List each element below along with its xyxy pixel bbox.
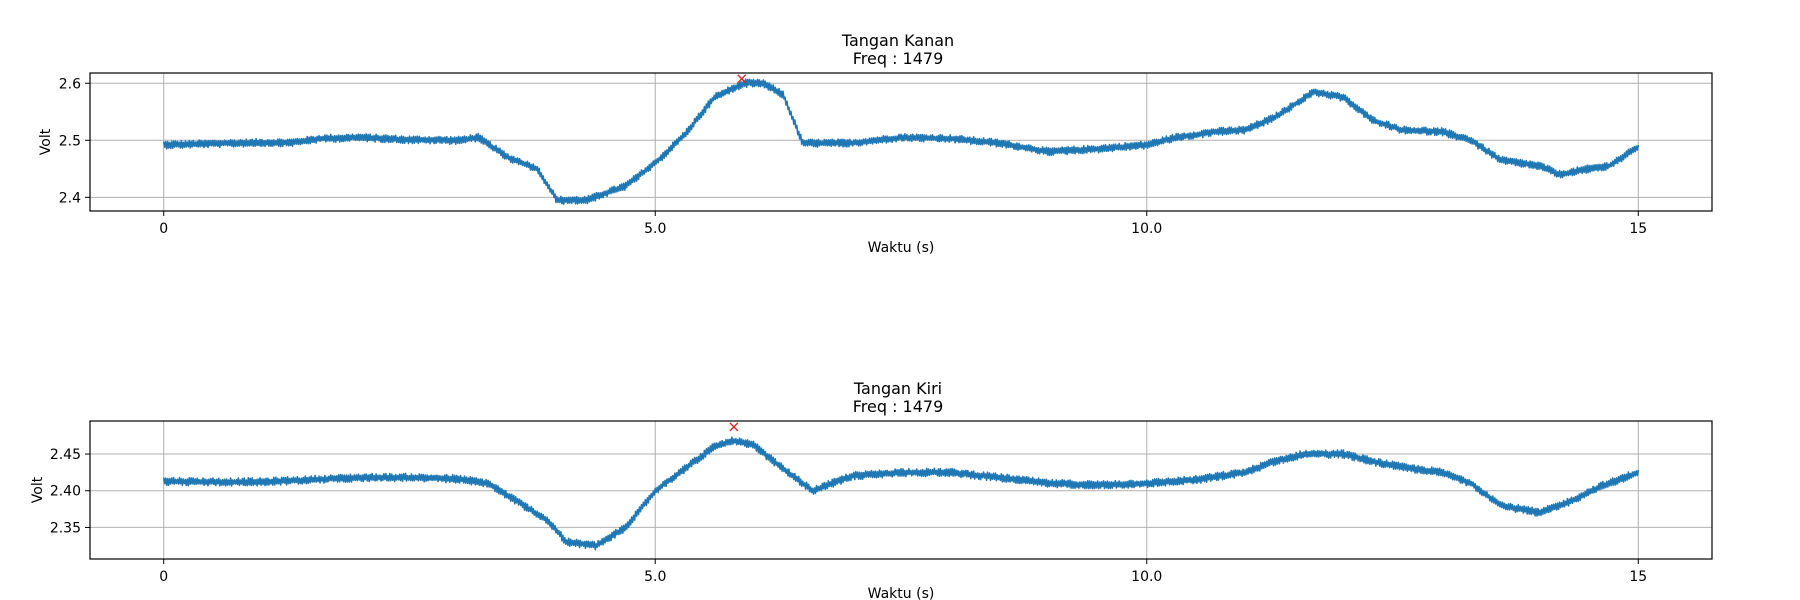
x-tick-label: 5.0 <box>644 221 666 237</box>
y-axis-label: Volt <box>38 128 54 155</box>
peak-layer <box>729 422 739 432</box>
tick-layer: 0 5.0 10.0 15 2.4 2.5 2.6 <box>59 76 1647 237</box>
y-axis-label: Volt <box>30 476 46 503</box>
y-tick-label: 2.5 <box>59 133 81 149</box>
peak-layer <box>737 74 747 84</box>
chart-tangan-kiri: Tangan Kiri Freq : 1479 0 5.0 10.0 15 2.35 2.… <box>30 379 1713 600</box>
plot-frame <box>89 72 1713 212</box>
y-tick-label: 2.4 <box>59 190 81 206</box>
chart-subtitle: Freq : 1479 <box>853 397 944 416</box>
x-tick-label: 5.0 <box>644 569 666 585</box>
x-tick-label: 0 <box>159 569 168 585</box>
y-tick-label: 2.40 <box>50 484 81 500</box>
chart-title: Tangan Kanan <box>841 31 954 50</box>
plot-frame <box>89 420 1713 560</box>
x-tick-label: 10.0 <box>1131 221 1162 237</box>
x-axis-label: Waktu (s) <box>868 240 935 256</box>
series-layer <box>162 78 1640 205</box>
grid-lines <box>90 73 1712 211</box>
tick-layer: 0 5.0 10.0 15 2.35 2.40 2.45 <box>50 447 1647 585</box>
y-tick-label: 2.45 <box>50 447 81 463</box>
peak-marker <box>737 74 747 84</box>
x-axis-label: Waktu (s) <box>868 586 935 600</box>
x-tick-label: 15 <box>1629 221 1647 237</box>
series-line <box>162 78 1640 205</box>
y-tick-label: 2.6 <box>59 76 81 92</box>
x-tick-label: 0 <box>159 221 168 237</box>
chart-tangan-kanan: Tangan Kanan Freq : 1479 0 5.0 10.0 15 2.4 2.… <box>38 31 1713 256</box>
x-tick-label: 15 <box>1629 569 1647 585</box>
y-tick-label: 2.35 <box>50 520 81 536</box>
chart-title: Tangan Kiri <box>853 379 942 398</box>
peak-marker <box>729 422 739 432</box>
chart-subtitle: Freq : 1479 <box>853 49 944 68</box>
x-tick-label: 10.0 <box>1131 569 1162 585</box>
series-line <box>162 436 1640 551</box>
series-layer <box>162 436 1640 551</box>
grid-lines <box>90 421 1712 559</box>
